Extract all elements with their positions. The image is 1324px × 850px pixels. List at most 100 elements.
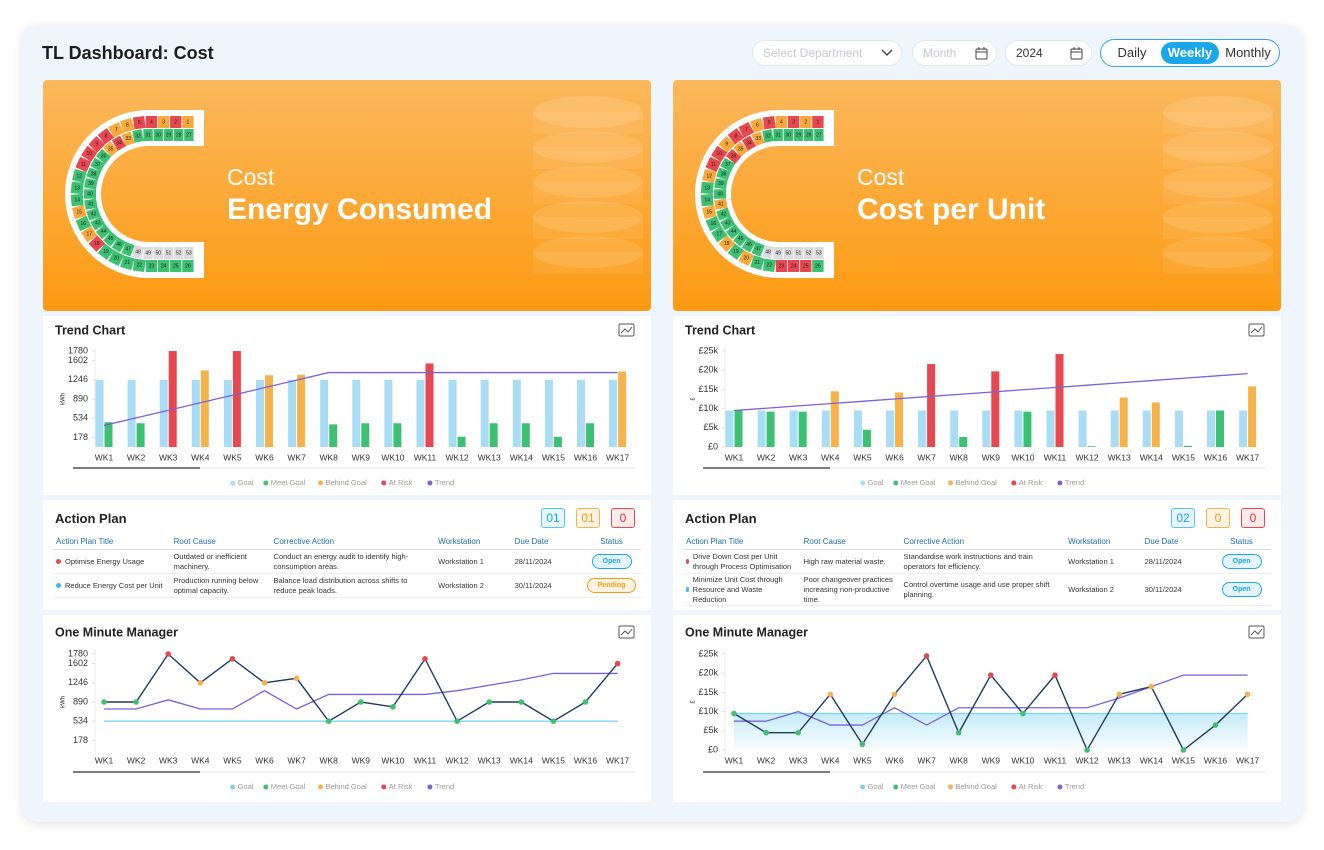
x-tick-label: WK3 bbox=[789, 452, 808, 462]
bar bbox=[200, 370, 209, 447]
calendar-week: 48 bbox=[765, 249, 771, 255]
legend-swatch bbox=[1011, 480, 1017, 486]
x-tick-label: WK17 bbox=[1236, 755, 1259, 765]
y-tick-label: £25k bbox=[698, 648, 718, 658]
row-dot bbox=[56, 559, 61, 564]
department-select[interactable]: Select Department bbox=[752, 40, 902, 66]
table-cell: Poor changeover practices increasing non… bbox=[800, 573, 901, 607]
bar bbox=[136, 423, 145, 447]
calendar-cell bbox=[787, 260, 800, 272]
action-row[interactable]: Reduce Energy Cost per Unit Production ru… bbox=[53, 573, 641, 598]
y-tick-label: 1602 bbox=[68, 355, 88, 365]
calendar-cell bbox=[184, 247, 194, 259]
chart-icon[interactable] bbox=[618, 625, 635, 639]
calendar-week: 46 bbox=[116, 242, 122, 248]
calendar-cell bbox=[775, 260, 788, 272]
point bbox=[1020, 710, 1026, 717]
omm-card: One Minute Manager 178 534 890 1246 1602 1780 k… bbox=[43, 615, 651, 802]
count-badge[interactable]: 01 bbox=[576, 508, 600, 528]
x-tick-label: WK11 bbox=[1044, 755, 1067, 765]
count-badge[interactable]: 0 bbox=[611, 508, 635, 528]
calendar-week: 36 bbox=[101, 154, 107, 160]
view-option[interactable]: Weekly bbox=[1161, 42, 1219, 64]
bar bbox=[862, 429, 871, 447]
point bbox=[325, 718, 332, 724]
calendar-cell bbox=[84, 178, 98, 190]
calendar-backing bbox=[695, 110, 834, 278]
icon-line bbox=[1250, 326, 1263, 334]
year-picker[interactable]: 2024 bbox=[1005, 40, 1092, 66]
x-tick-label: WK1 bbox=[95, 755, 114, 765]
calendar-week: 22 bbox=[137, 263, 143, 269]
x-tick-label: WK17 bbox=[606, 755, 629, 765]
calendar-week: 23 bbox=[779, 263, 785, 269]
calendar-week: 44 bbox=[101, 229, 107, 235]
point bbox=[827, 691, 834, 698]
point bbox=[165, 651, 171, 657]
legend-swatch bbox=[860, 784, 866, 790]
y-axis-label: kWh bbox=[61, 696, 67, 708]
action-row[interactable]: Optimise Energy Usage Outdated or ineffic… bbox=[53, 549, 641, 574]
point bbox=[454, 718, 460, 724]
calendar-cell bbox=[163, 247, 174, 259]
calendar-week: 37 bbox=[725, 162, 731, 168]
bar bbox=[853, 410, 862, 447]
bar bbox=[950, 410, 959, 447]
count-badge[interactable]: 02 bbox=[1171, 508, 1195, 528]
calendar-cell bbox=[787, 116, 800, 128]
x-tick-label: WK3 bbox=[159, 755, 178, 765]
calendar-cell bbox=[90, 157, 106, 172]
action-row[interactable]: Minimize Unit Cost through Resource and … bbox=[683, 573, 1271, 607]
title-wrap: Reduce Energy Cost per Unit bbox=[56, 581, 168, 591]
calendar-week: 23 bbox=[149, 263, 155, 269]
calendar-week: 31 bbox=[145, 132, 151, 138]
chart-icon[interactable] bbox=[1248, 625, 1265, 639]
calendar-week: 26 bbox=[185, 263, 191, 269]
action-row[interactable]: Drive Down Cost per Unit through Process… bbox=[683, 549, 1271, 574]
action-table: Action Plan Title Root Cause Corrective Ac… bbox=[683, 534, 1271, 607]
legend-swatch bbox=[427, 480, 433, 486]
y-tick-label: £0 bbox=[708, 441, 718, 451]
count-badge[interactable]: 0 bbox=[1241, 508, 1265, 528]
legend-swatch bbox=[230, 784, 236, 790]
table-cell: Production running below optimal capacit… bbox=[170, 573, 271, 598]
view-option[interactable]: Daily bbox=[1117, 45, 1147, 60]
chart-icon[interactable] bbox=[1248, 323, 1265, 337]
legend-label: Goal bbox=[868, 478, 884, 487]
bar bbox=[1110, 410, 1119, 447]
bar bbox=[256, 379, 264, 447]
coin-side bbox=[1163, 252, 1273, 274]
coin bbox=[1163, 236, 1273, 268]
count-badge[interactable]: 01 bbox=[541, 508, 565, 528]
banner-title: Energy Consumed bbox=[227, 193, 493, 226]
bar bbox=[927, 364, 936, 447]
legend-swatch bbox=[230, 480, 236, 486]
bar bbox=[1119, 397, 1128, 447]
calendar-cell bbox=[72, 168, 87, 183]
view-option[interactable]: Monthly bbox=[1225, 45, 1271, 60]
calendar-cell bbox=[716, 167, 731, 181]
point bbox=[731, 710, 737, 717]
calendar-cell bbox=[95, 148, 112, 164]
month-picker[interactable]: Month bbox=[912, 40, 997, 66]
bar bbox=[798, 411, 807, 447]
chart: Trend Chart £0 £5k £10k £15k £20k £25k £ WK1 WK2 W… bbox=[685, 323, 1265, 487]
count-badge[interactable]: 0 bbox=[1206, 508, 1230, 528]
calendar-week: 32 bbox=[765, 133, 771, 139]
calendar-cell bbox=[121, 131, 135, 147]
calendar-cell bbox=[702, 205, 717, 220]
bar bbox=[1174, 410, 1183, 447]
coin bbox=[1163, 131, 1273, 163]
calendar-week: 49 bbox=[775, 250, 781, 256]
calendar-cell bbox=[793, 129, 804, 141]
bar bbox=[232, 351, 241, 447]
x-tick-label: WK14 bbox=[1140, 755, 1163, 765]
legend-swatch bbox=[1057, 480, 1063, 486]
cell-text: Workstation 2 bbox=[1068, 584, 1114, 594]
calendar-cell bbox=[132, 115, 146, 130]
legend-label: At Risk bbox=[1019, 478, 1043, 487]
point bbox=[133, 699, 139, 705]
x-tick-label: WK7 bbox=[287, 755, 306, 765]
chart-icon[interactable] bbox=[618, 323, 635, 337]
